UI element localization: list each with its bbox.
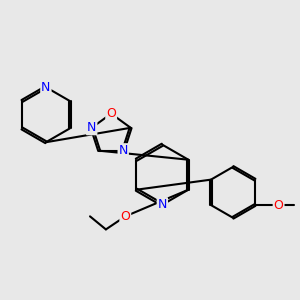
Text: O: O [106, 107, 116, 120]
Text: O: O [120, 210, 130, 223]
Text: O: O [274, 199, 284, 212]
Text: N: N [41, 81, 51, 94]
Text: N: N [158, 198, 167, 211]
Text: N: N [87, 121, 96, 134]
Text: N: N [118, 144, 128, 157]
